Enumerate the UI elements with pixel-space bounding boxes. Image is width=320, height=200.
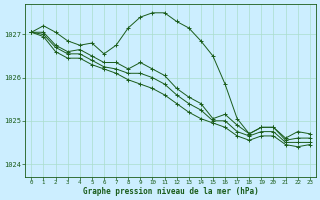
X-axis label: Graphe pression niveau de la mer (hPa): Graphe pression niveau de la mer (hPa): [83, 187, 259, 196]
